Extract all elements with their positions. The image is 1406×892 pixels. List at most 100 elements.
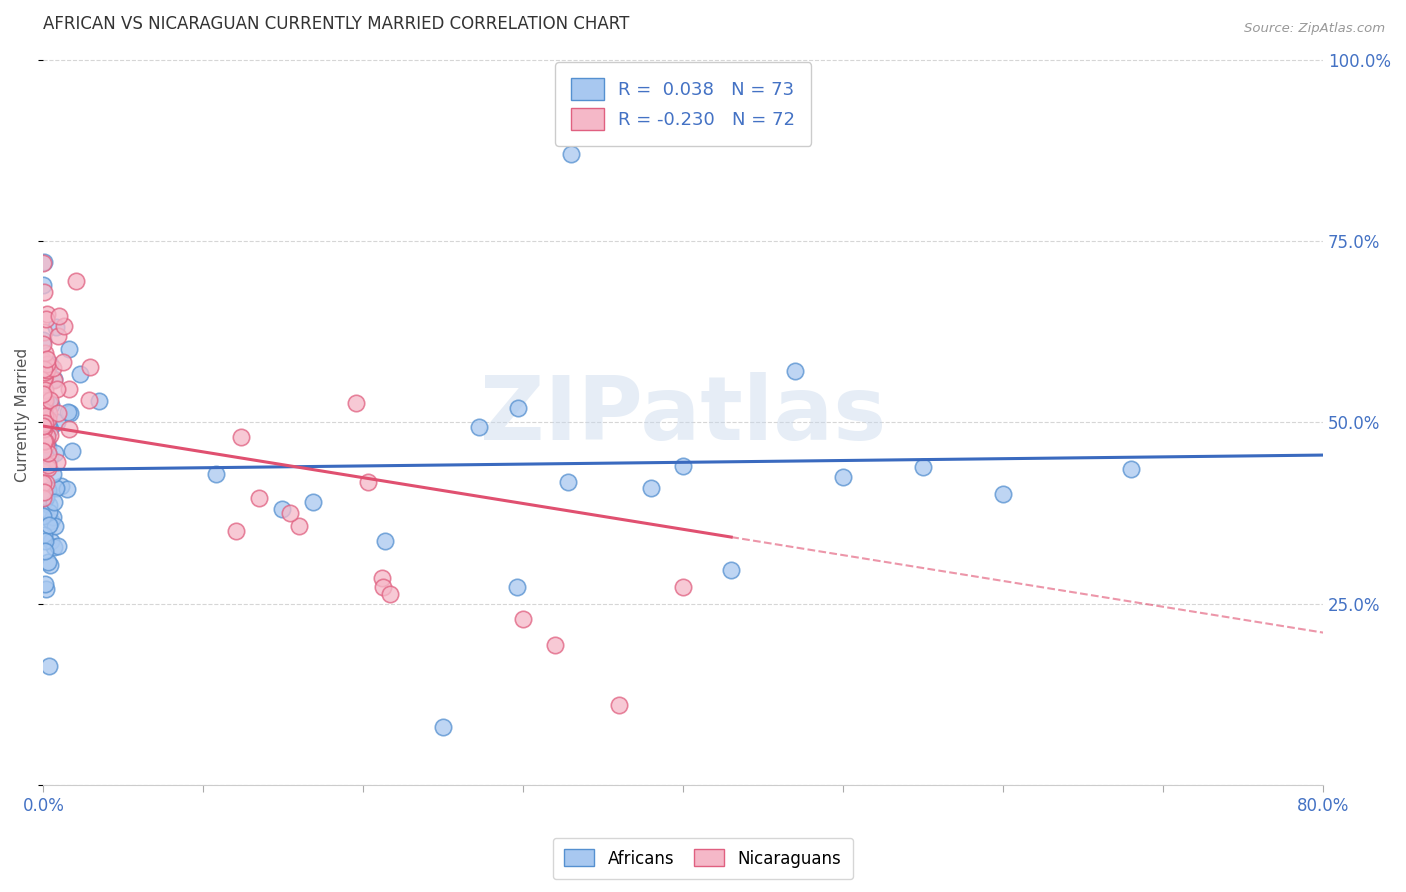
Point xyxy=(34,533,56,548)
Point xyxy=(378,587,401,601)
Point xyxy=(35,352,58,367)
Text: ZIPatlas: ZIPatlas xyxy=(479,372,886,458)
Point xyxy=(993,486,1015,500)
Point xyxy=(506,580,529,594)
Point xyxy=(832,470,855,484)
Point xyxy=(44,541,66,555)
Point xyxy=(39,558,62,572)
Point xyxy=(46,406,69,420)
Point xyxy=(41,398,63,412)
Point xyxy=(32,436,55,450)
Point xyxy=(32,353,55,368)
Point xyxy=(38,518,60,533)
Point xyxy=(357,475,380,489)
Point xyxy=(65,274,87,288)
Text: Source: ZipAtlas.com: Source: ZipAtlas.com xyxy=(1244,22,1385,36)
Point xyxy=(35,490,58,504)
Point xyxy=(58,422,80,436)
Point xyxy=(35,436,58,450)
Point xyxy=(46,416,69,430)
Point xyxy=(69,367,91,381)
Point xyxy=(60,443,83,458)
Point xyxy=(38,422,60,436)
Point xyxy=(32,491,55,505)
Point xyxy=(58,342,80,356)
Point xyxy=(56,405,79,419)
Point xyxy=(34,365,56,379)
Point xyxy=(32,419,55,434)
Point xyxy=(37,461,59,475)
Point xyxy=(229,430,252,444)
Point xyxy=(32,277,55,292)
Point xyxy=(37,433,59,447)
Point xyxy=(785,364,807,378)
Point xyxy=(35,439,58,453)
Point xyxy=(79,359,101,374)
Point xyxy=(32,254,55,268)
Point xyxy=(32,509,55,524)
Point xyxy=(373,580,395,594)
Point xyxy=(38,499,60,513)
Point xyxy=(32,475,55,490)
Point xyxy=(37,446,59,460)
Point xyxy=(38,394,60,409)
Point xyxy=(44,372,66,386)
Point xyxy=(35,475,58,490)
Point xyxy=(912,459,935,474)
Point xyxy=(557,475,579,489)
Point xyxy=(672,458,695,473)
Point xyxy=(38,393,60,408)
Point xyxy=(44,495,66,509)
Text: AFRICAN VS NICARAGUAN CURRENTLY MARRIED CORRELATION CHART: AFRICAN VS NICARAGUAN CURRENTLY MARRIED … xyxy=(44,15,630,33)
Point xyxy=(42,509,65,524)
Point xyxy=(46,329,69,343)
Point xyxy=(37,458,59,472)
Point xyxy=(32,403,55,417)
Point xyxy=(225,524,247,538)
Point xyxy=(38,406,60,420)
Point xyxy=(34,416,56,430)
Point xyxy=(34,434,56,448)
Point xyxy=(32,336,55,351)
Point xyxy=(87,394,110,409)
Point xyxy=(32,434,55,448)
Point xyxy=(44,445,66,459)
Point xyxy=(32,325,55,339)
Point xyxy=(508,401,530,416)
Point xyxy=(35,424,58,438)
Point xyxy=(56,482,79,496)
Point xyxy=(45,481,67,495)
Point xyxy=(34,422,56,436)
Point xyxy=(32,371,55,385)
Point xyxy=(34,433,56,447)
Point xyxy=(370,571,392,585)
Point xyxy=(38,505,60,519)
Point xyxy=(34,345,56,359)
Point xyxy=(38,428,60,442)
Point xyxy=(270,501,292,516)
Point xyxy=(1121,461,1143,475)
Point xyxy=(42,467,65,482)
Point xyxy=(34,393,56,408)
Point xyxy=(34,494,56,508)
Point xyxy=(44,518,66,533)
Point xyxy=(32,390,55,404)
Point xyxy=(38,659,60,673)
Point xyxy=(39,450,62,464)
Point xyxy=(34,370,56,384)
Point xyxy=(32,485,55,500)
Point xyxy=(34,383,56,397)
Point xyxy=(607,698,630,712)
Point xyxy=(34,362,56,376)
Point xyxy=(205,467,228,482)
Point xyxy=(34,577,56,591)
Point xyxy=(247,491,270,505)
Legend: R =  0.038   N = 73, R = -0.230   N = 72: R = 0.038 N = 73, R = -0.230 N = 72 xyxy=(555,62,811,146)
Point xyxy=(32,334,55,348)
Point xyxy=(468,419,491,434)
Point xyxy=(46,539,69,553)
Point xyxy=(32,419,55,434)
Point xyxy=(32,369,55,384)
Point xyxy=(32,387,55,401)
Point xyxy=(344,396,367,410)
